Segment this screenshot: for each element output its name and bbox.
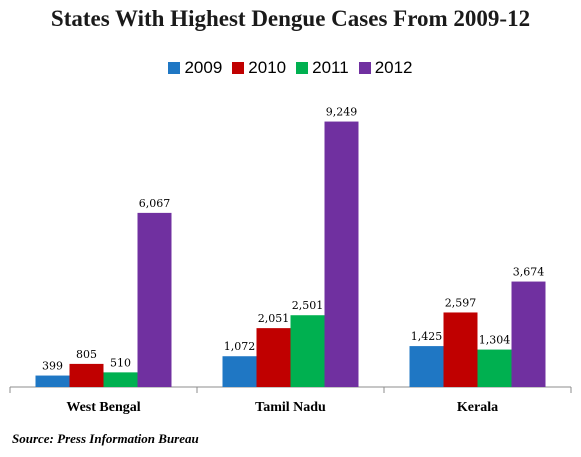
legend-label: 2012 — [374, 58, 413, 77]
chart-title: States With Highest Dengue Cases From 20… — [50, 6, 531, 31]
legend-swatch — [296, 62, 309, 74]
legend-swatch — [358, 62, 371, 74]
bar-2010-kerala — [443, 312, 478, 387]
data-label: 510 — [110, 356, 131, 369]
legend: 2009 2010 2011 2012 — [0, 58, 581, 78]
category-label: West Bengal — [66, 400, 140, 415]
data-label: 1,425 — [411, 330, 443, 343]
bar-2012-kerala — [511, 281, 546, 387]
legend-item-2012: 2012 — [358, 58, 413, 78]
legend-swatch — [232, 62, 245, 74]
data-label: 6,067 — [139, 197, 171, 210]
bar-2010-tamil-nadu — [256, 328, 291, 387]
data-label: 805 — [76, 348, 97, 361]
legend-swatch — [168, 62, 181, 74]
legend-label: 2009 — [184, 58, 223, 77]
bar-2010-west-bengal — [69, 363, 104, 387]
legend-item-2009: 2009 — [168, 58, 222, 78]
legend-item-2010: 2010 — [232, 58, 286, 78]
bar-2012-west-bengal — [137, 212, 172, 387]
data-label: 1,304 — [479, 334, 511, 347]
bar-2011-west-bengal — [103, 372, 138, 387]
legend-label: 2011 — [312, 58, 349, 77]
category-label: Tamil Nadu — [255, 400, 326, 415]
bar-2009-kerala — [409, 346, 444, 387]
source-note: Source: Press Information Bureau — [12, 431, 199, 446]
bar-2009-tamil-nadu — [222, 356, 257, 387]
bar-2011-kerala — [477, 349, 512, 387]
category-label: Kerala — [457, 400, 498, 415]
data-label: 2,597 — [445, 296, 477, 309]
data-label: 9,249 — [326, 106, 358, 119]
data-label: 399 — [42, 360, 63, 373]
legend-item-2011: 2011 — [296, 58, 349, 78]
data-label: 1,072 — [224, 340, 256, 353]
bar-2009-west-bengal — [35, 375, 70, 387]
data-label: 3,674 — [513, 266, 545, 279]
bar-2011-tamil-nadu — [290, 315, 325, 387]
legend-label: 2010 — [248, 58, 287, 77]
bar-2012-tamil-nadu — [324, 121, 359, 387]
data-label: 2,051 — [258, 312, 290, 325]
data-label: 2,501 — [292, 299, 324, 312]
